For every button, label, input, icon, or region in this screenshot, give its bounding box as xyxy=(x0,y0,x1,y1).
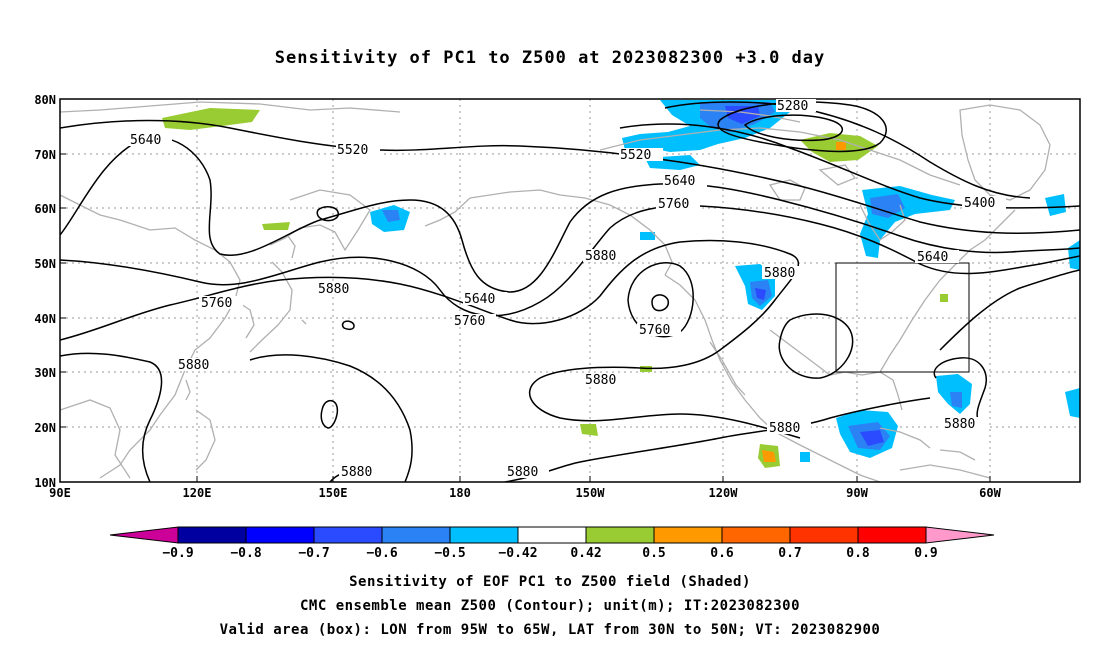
z500-contours xyxy=(60,101,1080,482)
contour-label-5760-d: 5760 xyxy=(639,323,670,338)
contour-label-5880-e: 5880 xyxy=(585,373,616,388)
colorbar-right-arrow xyxy=(925,526,995,544)
colorbar-segment xyxy=(313,526,383,544)
contour-label-5640-c: 5640 xyxy=(464,292,495,307)
lat-label-30n: 30N xyxy=(34,366,56,380)
colorbar-label: −0.8 xyxy=(230,546,261,561)
colorbar-segment xyxy=(721,526,791,544)
lat-label-70n: 70N xyxy=(34,148,56,162)
colorbar-label: 0.9 xyxy=(914,546,937,561)
lon-label-90w: 90W xyxy=(846,486,868,500)
colorbar-label: 0.7 xyxy=(778,546,801,561)
contour-label-5400: 5400 xyxy=(964,196,995,211)
contour-label-5880-c: 5880 xyxy=(318,282,349,297)
contour-label-5880-i: 5880 xyxy=(507,465,538,480)
contour-label-5640-d: 5640 xyxy=(917,250,948,265)
grid-lines xyxy=(60,99,1080,482)
colorbar-segment xyxy=(653,526,723,544)
lon-labels: 90E 120E 150E 180 150W 120W 90W 60W xyxy=(49,486,1001,500)
contour-label-5760-a: 5760 xyxy=(658,197,689,212)
contour-label-5880-d: 5880 xyxy=(178,358,209,373)
colorbar-label: 0.42 xyxy=(570,546,601,561)
contour-label-5520-a: 5520 xyxy=(337,143,368,158)
caption-line-3: Valid area (box): LON from 95W to 65W, L… xyxy=(219,622,881,638)
contour-label-5520-b: 5520 xyxy=(620,148,651,163)
lon-label-90e: 90E xyxy=(49,486,71,500)
contour-label-5760-c: 5760 xyxy=(454,314,485,329)
contour-label-5880-f: 5880 xyxy=(769,421,800,436)
contour-label-5760-b: 5760 xyxy=(201,296,232,311)
colorbar-label: −0.9 xyxy=(162,546,193,561)
map-title: Sensitivity of PC1 to Z500 at 2023082300… xyxy=(274,48,826,68)
map-frame xyxy=(59,98,1081,483)
lon-label-180: 180 xyxy=(449,486,471,500)
contour-label-5640-b: 5640 xyxy=(664,174,695,189)
colorbar-label: 0.8 xyxy=(846,546,870,561)
caption-line-1: Sensitivity of EOF PC1 to Z500 field (Sh… xyxy=(349,574,751,590)
colorbar-label: 0.6 xyxy=(710,546,734,561)
lat-label-10n: 10N xyxy=(34,476,56,490)
lon-label-120e: 120E xyxy=(183,486,212,500)
lat-labels: 80N 70N 60N 50N 40N 30N 20N 10N xyxy=(34,93,56,490)
contour-labels: 5280 5400 5520 5520 5640 5640 5640 5640 … xyxy=(128,99,1006,480)
colorbar-segment xyxy=(857,526,927,544)
contour-label-5880-g: 5880 xyxy=(944,417,975,432)
lat-label-20n: 20N xyxy=(34,421,56,435)
colorbar-label: −0.7 xyxy=(298,546,329,561)
lon-label-60w: 60W xyxy=(979,486,1001,500)
colorbar-segment xyxy=(517,526,587,544)
colorbar-label: −0.6 xyxy=(366,546,397,561)
contour-label-5880-b: 5880 xyxy=(764,266,795,281)
contour-label-5880-h: 5880 xyxy=(341,465,372,480)
contour-label-5880-a: 5880 xyxy=(585,249,616,264)
lon-label-150e: 150E xyxy=(319,486,348,500)
contour-label-5280: 5280 xyxy=(777,99,808,114)
caption-line-2: CMC ensemble mean Z500 (Contour); unit(m… xyxy=(299,598,800,614)
colorbar: −0.9 −0.8 −0.7 −0.6 −0.5 −0.42 0.42 0.5 0.6 0.7 0.… xyxy=(109,526,995,561)
colorbar-segment xyxy=(449,526,519,544)
lon-label-120w: 120W xyxy=(709,486,739,500)
colorbar-segment xyxy=(381,526,451,544)
lon-label-150w: 150W xyxy=(576,486,606,500)
colorbar-segment xyxy=(245,526,315,544)
colorbar-segment xyxy=(789,526,859,544)
lat-label-50n: 50N xyxy=(34,257,56,271)
lat-label-80n: 80N xyxy=(34,93,56,107)
colorbar-label: −0.5 xyxy=(434,546,465,561)
tick-marks xyxy=(60,98,991,483)
colorbar-segment xyxy=(585,526,655,544)
colorbar-label: −0.42 xyxy=(498,546,537,561)
colorbar-label: 0.5 xyxy=(642,546,665,561)
colorbar-left-arrow xyxy=(109,526,179,544)
colorbar-segment xyxy=(177,526,247,544)
lat-label-60n: 60N xyxy=(34,202,56,216)
valid-area-box xyxy=(835,262,970,373)
contour-label-5640-a: 5640 xyxy=(130,133,161,148)
lat-label-40n: 40N xyxy=(34,312,56,326)
